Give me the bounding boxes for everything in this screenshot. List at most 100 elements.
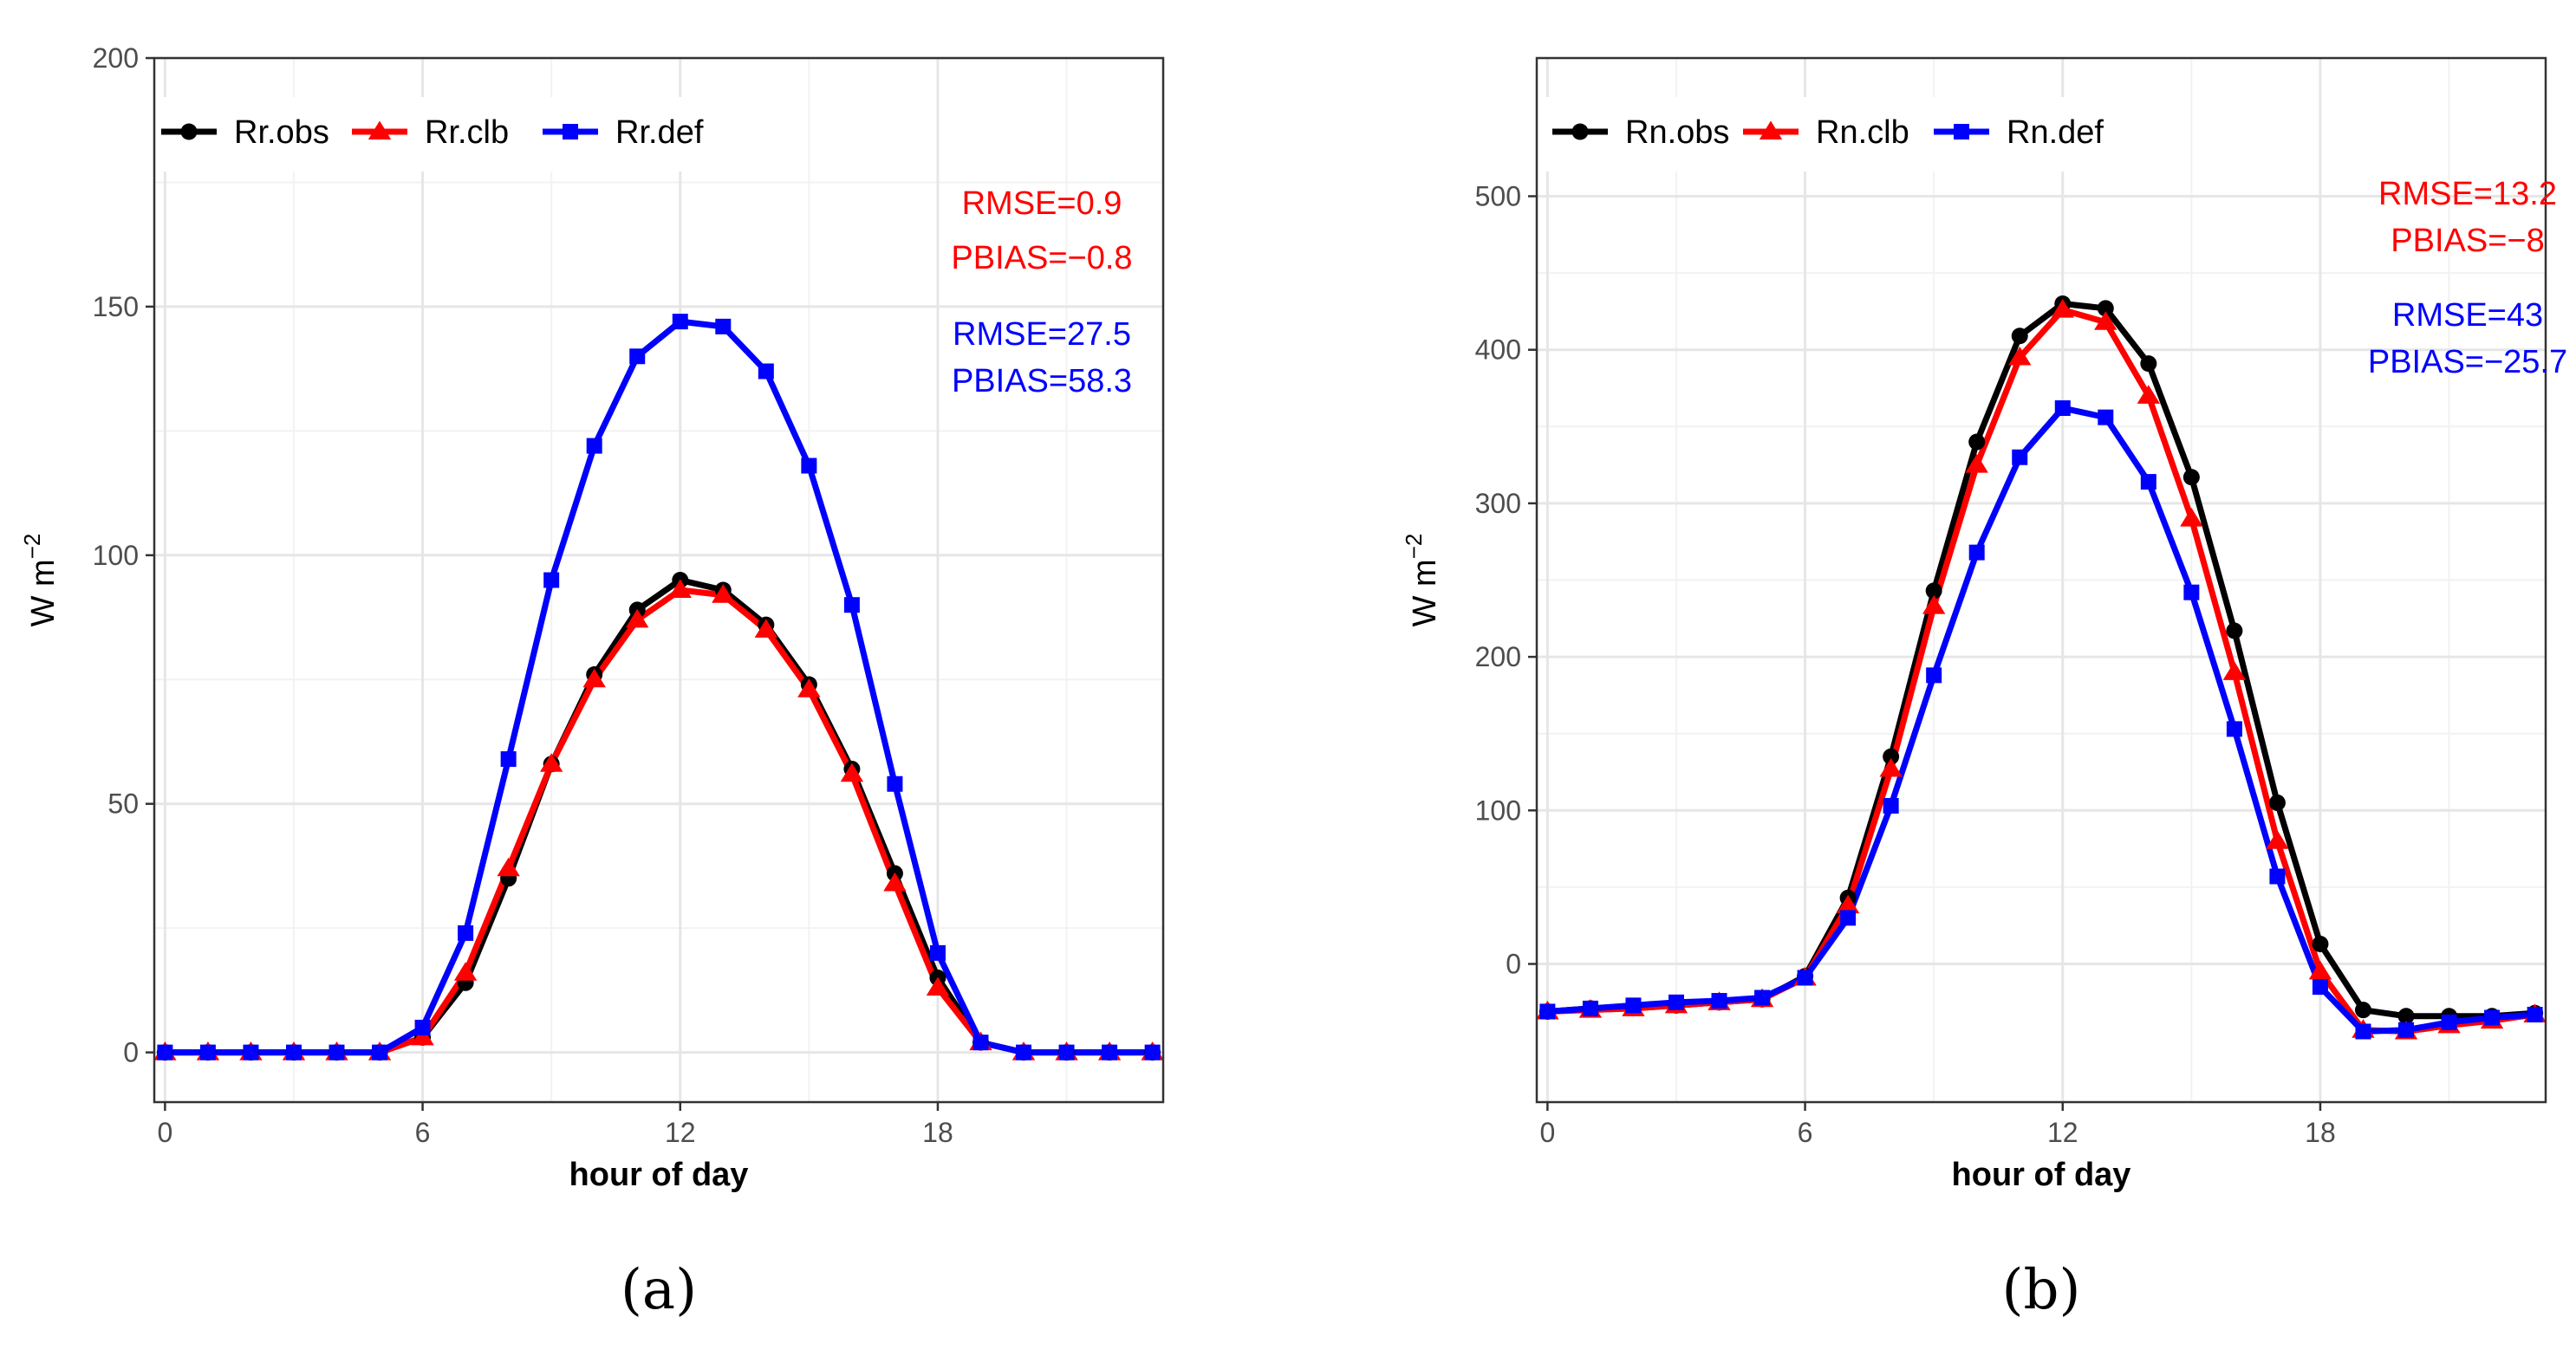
data-point-Rn.def xyxy=(1926,667,1942,684)
y-axis-title-exponent: −2 xyxy=(1401,534,1427,560)
data-point-Rr.def xyxy=(629,348,646,365)
x-axis-title: hour of day xyxy=(569,1157,749,1193)
panel-label: (a) xyxy=(621,1258,697,1322)
data-point-Rn.def xyxy=(2355,1023,2371,1040)
legend: Rr.obs Rr.clb Rr.def xyxy=(156,97,745,172)
metric-annotation: RMSE=43 xyxy=(2392,297,2543,334)
metric-annotation: RMSE=27.5 xyxy=(953,316,1131,353)
data-point-Rr.def xyxy=(157,1044,173,1061)
data-point-Rr.clb xyxy=(712,584,735,603)
data-point-Rr.def xyxy=(973,1035,989,1051)
data-point-Rn.clb xyxy=(1879,757,1903,777)
data-point-Rn.def xyxy=(1840,910,1857,926)
y-tick-label: 300 xyxy=(1475,488,1521,519)
data-point-Rn.clb xyxy=(1922,595,1946,614)
data-point-Rn.obs xyxy=(2182,469,2200,486)
data-point-Rn.obs xyxy=(2268,794,2286,811)
data-point-Rr.def xyxy=(243,1044,259,1061)
data-point-Rr.def xyxy=(758,363,774,380)
data-point-Rn.clb xyxy=(2180,508,2203,527)
data-point-Rr.def xyxy=(458,925,474,941)
data-point-Rn.def xyxy=(1711,993,1727,1009)
data-point-Rn.def xyxy=(2012,449,2028,465)
panel-label: (b) xyxy=(2002,1258,2081,1322)
y-axis-title-base: W m xyxy=(25,559,62,626)
data-point-Rn.def xyxy=(1754,989,1771,1006)
data-point-Rr.def xyxy=(414,1019,431,1035)
data-point-Rr.clb xyxy=(497,857,520,877)
legend-label-Rr.obs: Rr.obs xyxy=(234,114,329,151)
data-point-Rn.def xyxy=(2183,584,2200,600)
data-point-Rn.def xyxy=(1968,544,1985,561)
data-point-Rn.def xyxy=(2398,1022,2415,1038)
data-point-Rn.obs xyxy=(2011,328,2028,345)
data-point-Rn.def xyxy=(1539,1003,1556,1020)
panel-border xyxy=(1535,56,2547,1104)
legend-marker-Rr.def xyxy=(563,124,578,139)
data-point-Rr.clb xyxy=(411,1026,434,1046)
data-point-Rn.clb xyxy=(1836,894,1860,914)
y-axis-title-exponent: −2 xyxy=(19,534,45,560)
x-tick-label: 6 xyxy=(415,1117,431,1148)
data-point-Rn.obs xyxy=(2097,300,2114,317)
y-tick-label: 200 xyxy=(1475,641,1521,672)
legend-label-Rn.clb: Rn.clb xyxy=(1816,114,1909,151)
y-tick-label: 100 xyxy=(1475,795,1521,826)
data-point-Rr.def xyxy=(1144,1044,1161,1061)
data-point-Rr.def xyxy=(500,751,517,768)
data-point-Rn.clb xyxy=(2308,960,2332,980)
legend-label-Rr.def: Rr.def xyxy=(615,114,704,151)
data-point-Rn.clb xyxy=(2137,385,2161,404)
data-point-Rn.def xyxy=(2098,409,2114,425)
panel-a: 0 50 100 150 200 0 6 12 18 hour of day W m−2 Rr.obs… xyxy=(19,42,1165,1322)
y-tick-label: 0 xyxy=(123,1037,139,1068)
x-tick-label: 12 xyxy=(2047,1117,2078,1148)
y-axis-title: W m−2 xyxy=(1401,534,1443,627)
data-point-Rr.clb xyxy=(668,579,692,598)
data-point-Rn.def xyxy=(1668,994,1684,1010)
data-point-Rr.def xyxy=(672,314,688,330)
y-tick-label: 400 xyxy=(1475,334,1521,366)
data-point-Rr.def xyxy=(543,572,560,588)
data-point-Rn.clb xyxy=(2094,311,2117,330)
data-point-Rn.def xyxy=(2441,1014,2457,1030)
data-point-Rn.def xyxy=(2226,721,2242,737)
data-point-Rr.clb xyxy=(797,678,821,697)
data-point-Rr.def xyxy=(715,318,732,334)
metric-annotation: RMSE=0.9 xyxy=(962,185,1122,222)
legend-marker-Rn.def xyxy=(1954,124,1969,139)
legend-marker-Rn.obs xyxy=(1571,123,1589,140)
data-point-Rr.def xyxy=(586,438,602,454)
data-point-Rn.def xyxy=(1797,970,1813,986)
data-point-Rn.obs xyxy=(2226,622,2243,639)
data-point-Rn.def xyxy=(2484,1009,2501,1026)
metric-annotation: PBIAS=−25.7 xyxy=(2368,344,2567,380)
y-tick-label: 0 xyxy=(1506,949,1521,980)
x-tick-label: 0 xyxy=(157,1117,172,1148)
legend-box xyxy=(156,97,745,172)
metric-annotation: PBIAS=58.3 xyxy=(952,363,1132,399)
data-point-Rn.clb xyxy=(2051,299,2074,318)
data-point-Rr.clb xyxy=(539,753,563,772)
data-point-Rr.def xyxy=(285,1044,302,1061)
data-point-Rn.clb xyxy=(2266,830,2289,849)
legend-label-Rn.obs: Rn.obs xyxy=(1625,114,1729,151)
data-point-Rn.def xyxy=(2140,474,2156,490)
data-point-Rr.def xyxy=(199,1044,216,1061)
data-point-Rn.def xyxy=(1883,797,1899,814)
data-point-Rn.clb xyxy=(2008,346,2032,366)
data-point-Rr.clb xyxy=(453,962,478,981)
x-axis-title: hour of day xyxy=(1952,1157,2131,1193)
metric-annotation: PBIAS=−8 xyxy=(2391,223,2544,259)
legend-marker-Rr.obs xyxy=(180,123,198,140)
data-point-Rn.obs xyxy=(2312,935,2329,952)
metric-annotation: RMSE=13.2 xyxy=(2378,176,2557,212)
x-tick-label: 18 xyxy=(2305,1117,2336,1148)
data-point-Rr.def xyxy=(801,457,817,474)
data-point-Rn.clb xyxy=(2222,661,2247,680)
data-point-Rn.obs xyxy=(1925,582,1942,600)
data-point-Rr.clb xyxy=(754,619,778,638)
data-point-Rn.def xyxy=(2312,979,2328,996)
data-point-Rr.def xyxy=(843,597,860,613)
